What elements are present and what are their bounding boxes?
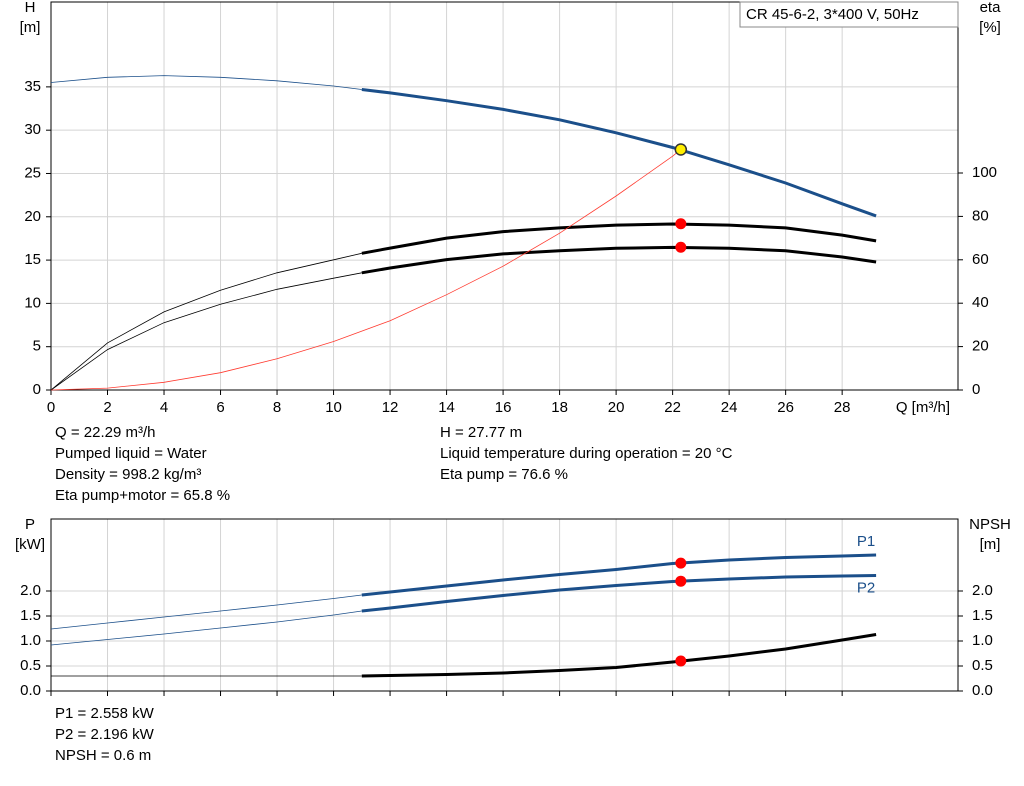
- y2-tick-label: 1.5: [972, 607, 993, 624]
- duty-marker: [675, 655, 687, 667]
- y-tick-label: 10: [24, 294, 41, 311]
- chart-title: CR 45-6-2, 3*400 V, 50Hz: [746, 6, 919, 23]
- y-tick-label: 0.0: [20, 682, 41, 699]
- y-tick-label: 0: [33, 381, 41, 398]
- curve-thin: [50, 272, 362, 391]
- x-tick-label: 6: [216, 399, 224, 416]
- y2-axis-label: eta: [980, 0, 1002, 16]
- y-axis-label: H: [25, 0, 36, 16]
- info-text: NPSH = 0.6 m: [55, 747, 151, 764]
- curve-bold: [361, 222, 877, 255]
- y-tick-label: 5: [33, 338, 41, 355]
- curve: [50, 149, 682, 391]
- curve-bold: [361, 574, 877, 613]
- plot-frame: [50, 1, 959, 391]
- y2-tick-label: 20: [972, 338, 989, 355]
- x-tick-label: 28: [834, 399, 851, 416]
- info-text: P2 = 2.196 kW: [55, 726, 155, 743]
- y2-axis-unit: [%]: [979, 19, 1001, 36]
- series-label: P2: [857, 579, 875, 596]
- curve-thin: [50, 610, 362, 646]
- y-tick-label: 15: [24, 251, 41, 268]
- y2-tick-label: 1.0: [972, 632, 993, 649]
- y-tick-label: 30: [24, 121, 41, 138]
- x-tick-label: 8: [273, 399, 281, 416]
- curve-bold: [361, 553, 877, 597]
- y2-tick-label: 80: [972, 207, 989, 224]
- info-text: Density = 998.2 kg/m³: [55, 466, 201, 483]
- curve-bold: [361, 633, 877, 678]
- series-label: P1: [857, 533, 875, 550]
- x-axis-label: Q [m³/h]: [896, 399, 950, 416]
- x-tick-label: 12: [382, 399, 399, 416]
- duty-marker: [675, 218, 687, 230]
- y-axis-label: P: [25, 516, 35, 533]
- x-tick-label: 10: [325, 399, 342, 416]
- y-axis-unit: [kW]: [15, 536, 45, 553]
- y2-tick-label: 0.5: [972, 657, 993, 674]
- info-text: Eta pump = 76.6 %: [440, 466, 568, 483]
- info-text: P1 = 2.558 kW: [55, 705, 155, 722]
- y-tick-label: 1.0: [20, 632, 41, 649]
- y-tick-label: 2.0: [20, 582, 41, 599]
- plot-frame: [50, 518, 959, 692]
- x-tick-label: 22: [664, 399, 681, 416]
- duty-marker: [675, 575, 687, 587]
- x-tick-label: 14: [438, 399, 455, 416]
- x-tick-label: 0: [47, 399, 55, 416]
- info-text: Eta pump+motor = 65.8 %: [55, 487, 230, 504]
- y2-tick-label: 100: [972, 164, 997, 181]
- x-tick-label: 4: [160, 399, 168, 416]
- y-tick-label: 1.5: [20, 607, 41, 624]
- curve-thin: [50, 252, 362, 391]
- y2-tick-label: 0.0: [972, 682, 993, 699]
- curve-bold: [361, 245, 877, 275]
- info-text: H = 27.77 m: [440, 424, 522, 441]
- x-tick-label: 2: [103, 399, 111, 416]
- title-box: [739, 1, 959, 28]
- curve-thin: [50, 75, 362, 90]
- info-text: Pumped liquid = Water: [55, 445, 207, 462]
- y-axis-unit: [m]: [20, 19, 41, 36]
- x-tick-label: 16: [495, 399, 512, 416]
- x-tick-label: 26: [777, 399, 794, 416]
- duty-marker: [675, 557, 687, 569]
- y-tick-label: 0.5: [20, 657, 41, 674]
- curve-thin: [50, 594, 362, 630]
- x-tick-label: 20: [608, 399, 625, 416]
- info-text: Liquid temperature during operation = 20…: [440, 445, 733, 462]
- y2-axis-label: NPSH: [969, 516, 1011, 533]
- x-tick-label: 24: [721, 399, 738, 416]
- duty-marker: [674, 143, 688, 156]
- y2-tick-label: 40: [972, 294, 989, 311]
- y-tick-label: 35: [24, 78, 41, 95]
- y2-tick-label: 2.0: [972, 582, 993, 599]
- x-tick-label: 18: [551, 399, 568, 416]
- info-text: Q = 22.29 m³/h: [55, 424, 155, 441]
- y2-tick-label: 0: [972, 381, 980, 398]
- y2-tick-label: 60: [972, 251, 989, 268]
- y2-axis-unit: [m]: [980, 536, 1001, 553]
- y-tick-label: 20: [24, 208, 41, 225]
- duty-marker: [675, 241, 687, 253]
- curve-bold: [361, 88, 877, 218]
- y-tick-label: 25: [24, 164, 41, 181]
